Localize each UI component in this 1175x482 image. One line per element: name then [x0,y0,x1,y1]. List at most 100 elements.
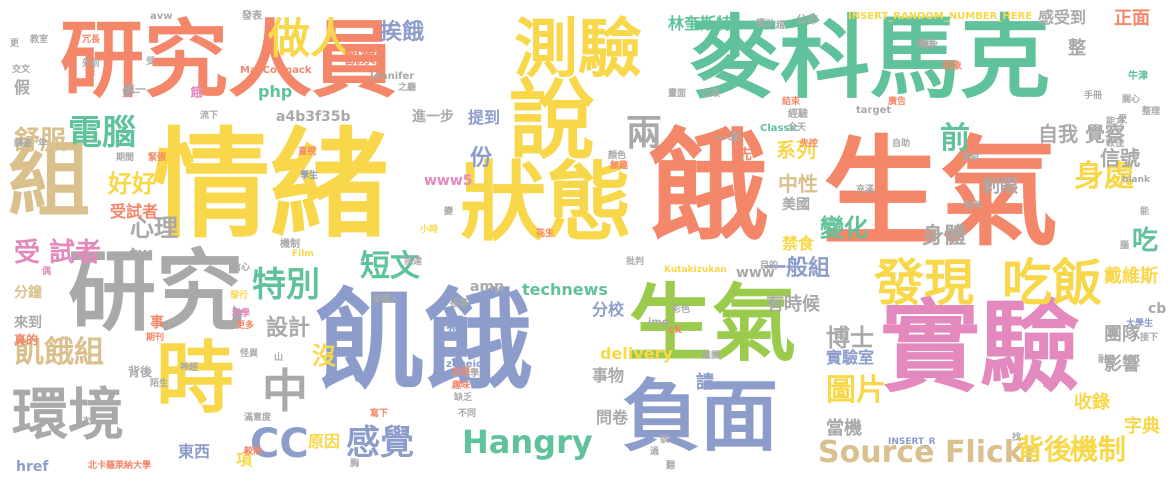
word-shouceshizhe: 受 試者 [14,238,102,268]
word-boshi: 博士 [826,324,874,352]
word-zhang: 張 [86,67,96,77]
word-naixin: 耐心 [1098,355,1117,365]
word-shoushizhe: 受試者 [110,202,159,221]
word-xianqian: 先前 [82,59,101,69]
word-chi: 吃 [1132,226,1159,256]
word-href: href [16,459,49,475]
word-diyi-2: 第一 [122,89,141,99]
word-film: Film [292,249,314,259]
word-shiyanshi: 實驗室 [826,348,875,367]
word-shou: 受 [146,57,156,67]
word-shuo: 說 [509,71,595,171]
word-maikemake: 麥科馬克 [690,6,1050,111]
word-shan: 山 [274,353,284,363]
word-daiweisi: 戴維斯 [1104,266,1158,287]
word-shi-thing: 事 [150,315,164,331]
word-cb: cb [1148,301,1167,317]
word-dangji: 當機 [826,418,862,439]
word-guaiyi: 怪異 [240,349,259,359]
word-cc: CC [250,421,309,467]
word-jiaore: 較熱 [244,447,263,457]
word-xilie: 系列 [776,138,816,162]
word-fenxiao: 分校 [592,300,625,319]
word-jieshu: 結束 [782,97,801,107]
word-a4b3f35b: a4b3f35b [276,109,351,125]
word-dida: 抵達 [404,257,423,267]
word-xian: 先 [738,147,752,163]
word-zhengli: 整理 [1142,107,1161,117]
word-wenjuan: 問卷 [596,408,629,427]
word-wuqu: 無趣 [610,161,629,171]
word-guancha: 觀察 [344,48,377,67]
word-xianxiang: 現象 [942,61,962,72]
word-daowan: 導完 [916,39,935,49]
word-faxing: 發行 [230,291,249,301]
word-qingxu: 情緒 [152,116,389,254]
word-classic: Classic [760,123,799,134]
word-zizhu: 自助 [892,139,911,149]
word-zhuangtai: 狀態 [460,153,632,253]
word-fenzhong: 分鐘 [14,285,42,301]
word-zheng: 整 [1068,38,1086,59]
word-xinhao: 信號 [1100,146,1140,170]
word-zuoren: 做人 [268,14,353,63]
word-qu: 趨 [776,21,786,31]
word-jia: 假 [14,78,31,97]
word-shiyan: 實驗 [880,289,1080,406]
word-xinlixue: 心理學 [452,369,480,379]
word-jizhi-small: 機制 [280,239,300,250]
word-php: php [258,82,293,101]
word-insert-random: INSERT_RANDOM_NUMBER_HERE [848,11,1033,22]
word-mosheng: 陌生 [150,379,169,389]
word-faxian: 發現 [874,254,974,312]
word-nuhai: 女孩 [452,367,471,377]
word-xinxin: 信心 [232,263,251,273]
word-jizhi: 機制 [1070,433,1127,466]
word-quyi: 趨以 [756,19,775,29]
word-gongbu: 公布 [796,13,818,26]
word-fen: 份 [470,146,493,171]
word-hangry: Hangry [462,423,593,461]
word-gendu: 跟讀人 [372,295,400,305]
word-meiguo: 美國 [782,197,810,213]
word-manyidu: 滿意度 [244,413,272,423]
word-xiong: 胸 [350,459,360,469]
word-jiaoshi: 教室 [30,35,49,45]
word-jiaojia: 較佳 [1106,139,1125,149]
word-www: www [736,265,775,281]
word-chongman: 充滿 [856,185,875,195]
word-delivery: delivery [600,344,673,363]
word-avw: avw [150,11,173,22]
word-gengduo: 更多 [236,321,255,331]
word-nao: 腦 [1120,241,1130,251]
word-yanjiu: 研究 [68,240,245,343]
word-jingyan: 經驗 [788,109,808,120]
word-guanggao: 廣告 [888,97,907,107]
word-linkuisite: 林奎斯特 [668,14,733,33]
word-ciyan: 刺眼 [982,176,1018,197]
word-jie: 飢餓 [316,279,533,404]
word-xiexia: 寫下 [370,409,389,419]
word-pipan: 批判 [626,257,645,267]
word-diannao: 電腦 [68,113,136,153]
word-zhao: 找 [1012,433,1022,443]
word-jiezu: 飢餓組 [14,335,104,370]
word-diaocha: 調查 [14,139,33,149]
word-haohao: 好好 [108,170,156,198]
word-quefa: 缺乏 [454,393,473,403]
word-yiban: 一半 [714,131,742,147]
word-wuguan: 無關 [702,351,721,361]
word-dongxi: 東西 [178,442,211,461]
word-shoushi: 受試 [962,153,981,163]
word-fabiao: 發表 [242,11,262,22]
word-shenchu: 身處 [1074,159,1134,194]
word-jiaowen: 交文 [12,65,31,75]
word-tupian: 圖片 [826,373,886,408]
word-neng: 能 [1140,207,1150,217]
word-niujin: 牛津 [1128,71,1148,82]
word-zhende: 真的 [14,333,39,347]
word-shiwu: 事物 [592,366,625,385]
word-mei: 沒 [312,342,336,370]
word-xiaoshi: 小時 [420,225,439,235]
